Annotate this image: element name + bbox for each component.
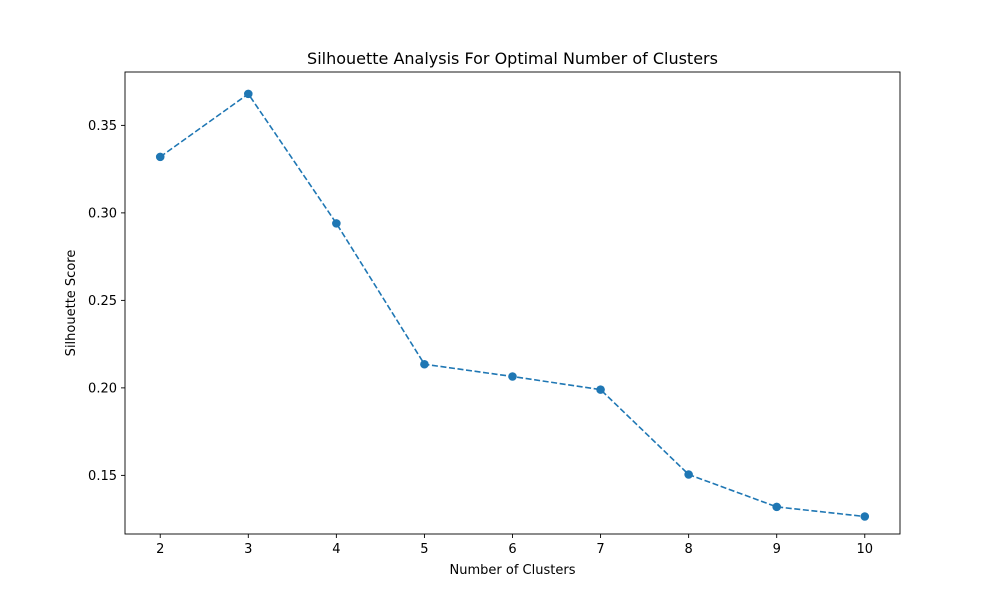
- data-point: [860, 512, 870, 521]
- series-markers: [155, 89, 870, 521]
- x-tick-label: 10: [856, 542, 873, 557]
- data-point: [332, 219, 341, 228]
- x-tick-label: 5: [420, 542, 428, 557]
- data-point: [508, 372, 517, 381]
- x-tick-label: 6: [508, 542, 516, 557]
- data-point: [243, 89, 253, 99]
- x-tick-label: 3: [244, 542, 252, 557]
- y-tick-label: 0.35: [88, 119, 117, 134]
- data-point: [596, 385, 605, 394]
- data-point: [772, 502, 782, 512]
- y-tick-label: 0.20: [88, 381, 117, 396]
- x-tick-label: 2: [156, 542, 164, 557]
- x-tick-label: 9: [773, 542, 781, 557]
- x-tick-label: 8: [684, 542, 692, 557]
- plot-frame: [124, 71, 901, 535]
- chart-title: Silhouette Analysis For Optimal Number o…: [307, 49, 718, 68]
- x-axis-label: Number of Clusters: [450, 563, 576, 578]
- data-point: [420, 359, 429, 369]
- y-tick-label: 0.15: [88, 469, 117, 484]
- y-axis-ticks: 0.15 0.20 0.25 0.30 0.35: [88, 119, 125, 484]
- data-point: [684, 470, 693, 479]
- x-axis-ticks: 2 3 4 5 6 7 8 9 10: [156, 534, 873, 557]
- plot-area: [125, 72, 900, 534]
- y-tick-label: 0.30: [88, 206, 117, 221]
- x-tick-label: 7: [596, 542, 604, 557]
- y-axis-label: Silhouette Score: [64, 250, 79, 357]
- data-point: [155, 152, 165, 162]
- y-tick-label: 0.25: [88, 294, 117, 309]
- x-tick-label: 4: [332, 542, 340, 557]
